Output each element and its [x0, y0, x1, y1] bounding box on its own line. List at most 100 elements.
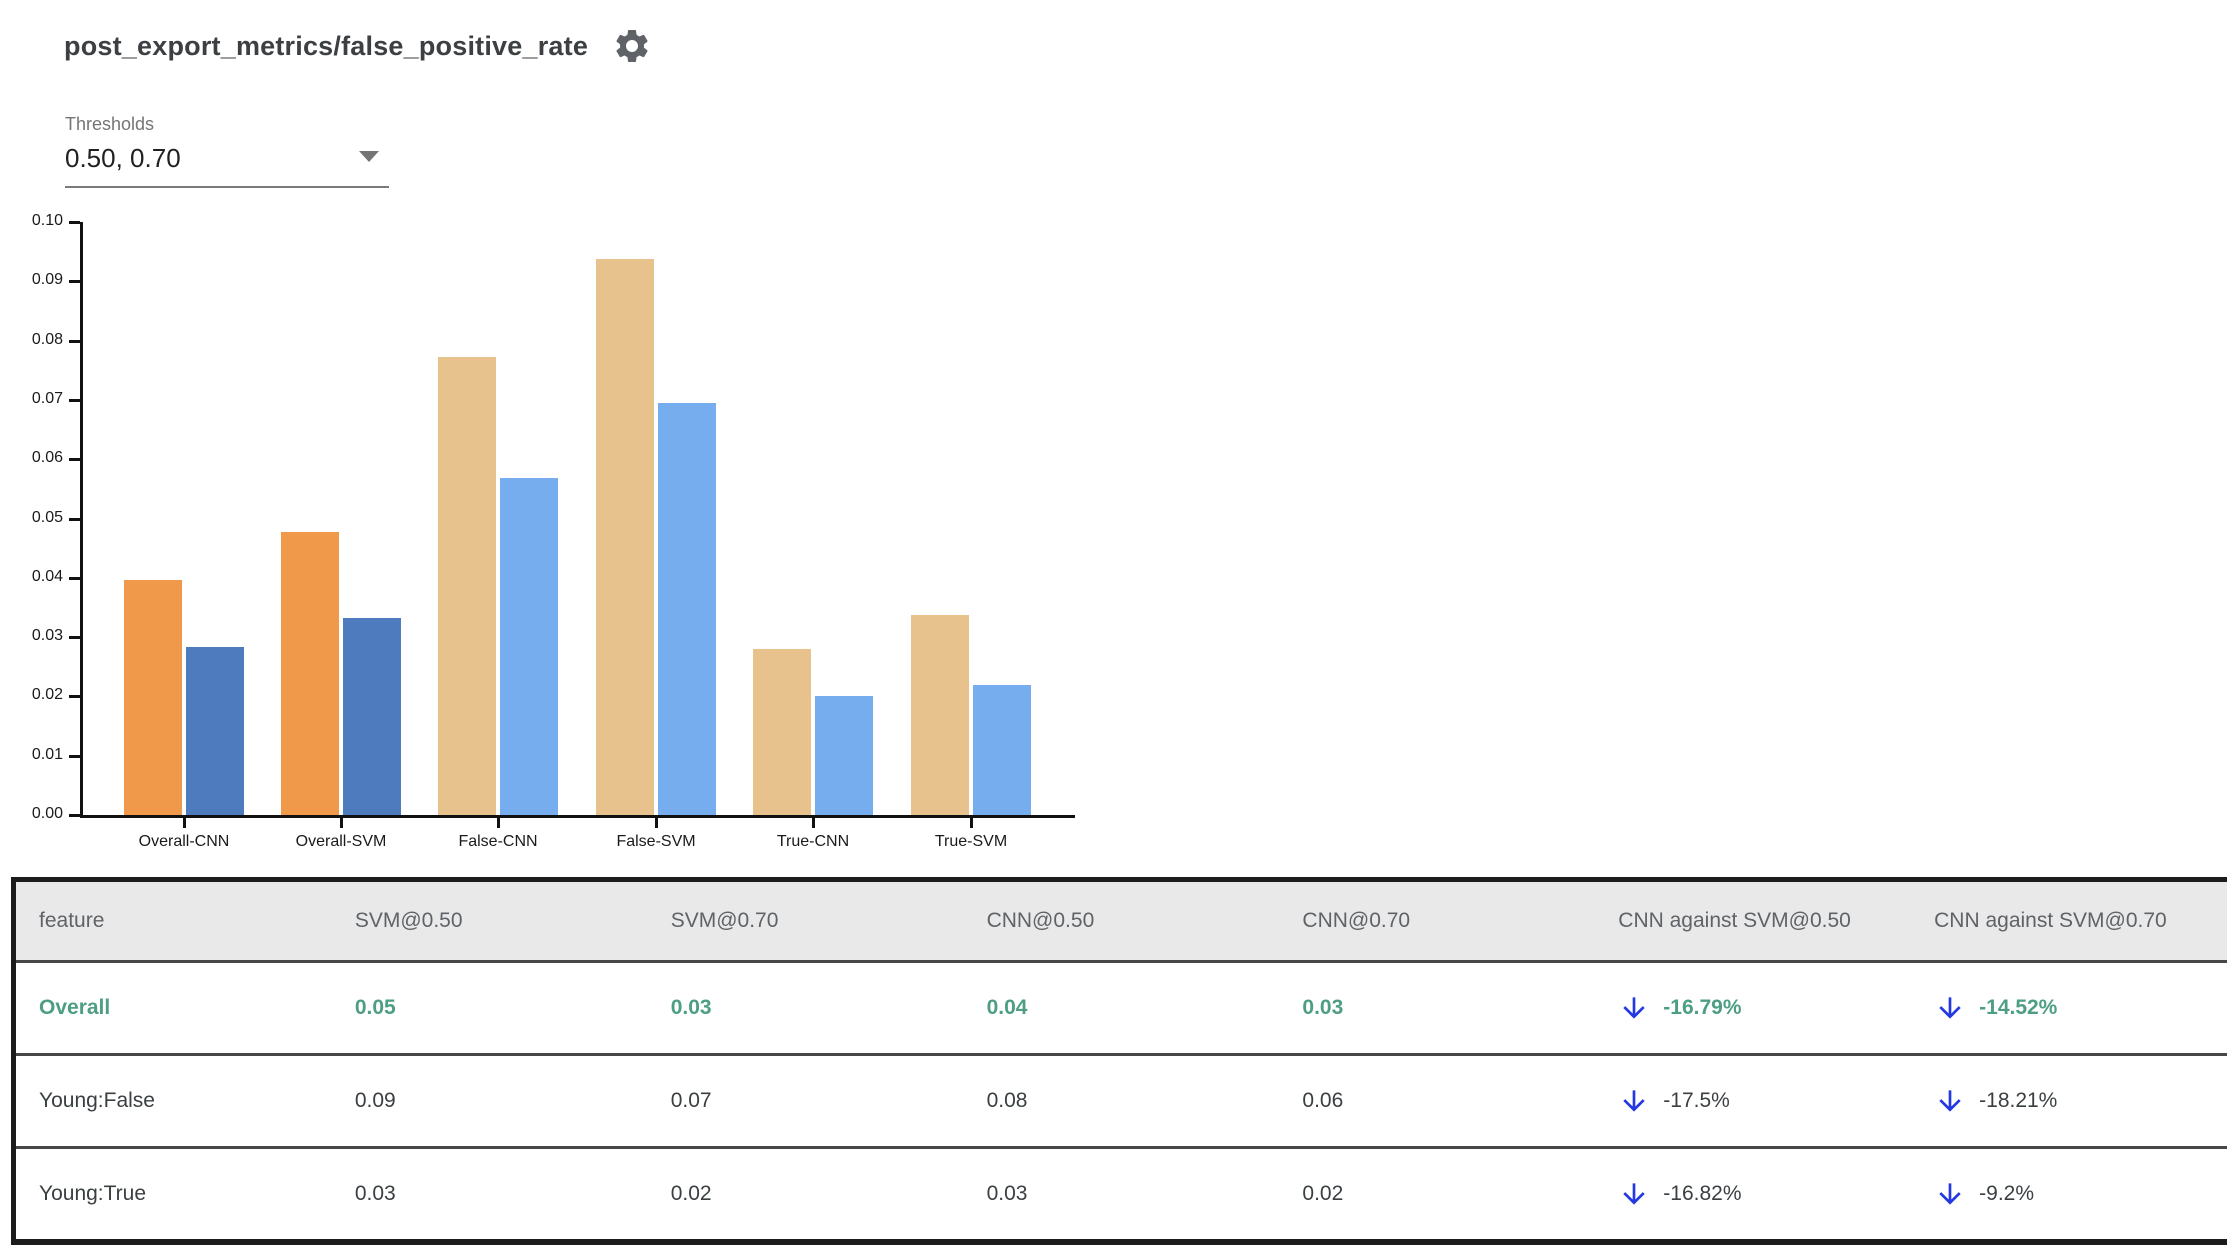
column-header-svm-0-50: SVM@0.50 [354, 909, 463, 932]
table-header-row: feature SVM@0.50 SVM@0.70 CNN@0.50 CNN@0.70 C… [16, 882, 2227, 963]
bar-True-CNN-threshold0.70[interactable] [815, 696, 873, 815]
column-header-cnn-0-70: CNN@0.70 [1302, 909, 1411, 932]
metric-value: 0.02 [670, 1182, 712, 1205]
comparison-cell: -14.52% [1911, 992, 2227, 1024]
metric-value: 0.05 [354, 996, 396, 1019]
comparison-value: -16.82% [1663, 1182, 1742, 1205]
feature-name: Overall [39, 996, 111, 1019]
bar-Overall-SVM-threshold0.50[interactable] [281, 532, 339, 815]
comparison-cell: -9.2% [1911, 1178, 2227, 1210]
bar-True-SVM-threshold0.50[interactable] [911, 615, 969, 815]
y-axis-tick-label: 0.04 [31, 567, 63, 585]
column-header-cnn-against-svm-0-50: CNN against SVM@0.50 [1618, 909, 1851, 932]
chevron-down-icon [359, 151, 379, 162]
y-axis-tick-label: 0.07 [31, 389, 63, 407]
x-axis-tick [340, 818, 343, 828]
bar-Overall-CNN-threshold0.70[interactable] [186, 647, 244, 815]
thresholds-dropdown: Thresholds 0.50, 0.70 [65, 114, 389, 188]
thresholds-value: 0.50, 0.70 [65, 143, 181, 173]
arrow-down-icon [1934, 992, 1966, 1024]
thresholds-label: Thresholds [65, 114, 155, 134]
metric-value: 0.04 [986, 996, 1028, 1019]
y-axis-tick [69, 576, 80, 580]
metric-value: 0.02 [1302, 1182, 1344, 1205]
column-header-cnn-0-50: CNN@0.50 [986, 909, 1095, 932]
metric-value: 0.03 [354, 1182, 396, 1205]
metric-value: 0.03 [1302, 996, 1344, 1019]
y-axis-tick [69, 339, 80, 343]
comparison-value: -9.2% [1979, 1182, 2034, 1205]
metrics-table: feature SVM@0.50 SVM@0.70 CNN@0.50 CNN@0.70 C… [11, 877, 2227, 1245]
comparison-value: -18.21% [1979, 1089, 2058, 1112]
y-axis-tick-label: 0.05 [31, 508, 63, 526]
feature-name: Young:True [39, 1182, 147, 1205]
comparison-value: -14.52% [1979, 996, 2058, 1019]
y-axis-tick-label: 0.09 [31, 271, 63, 289]
page-title: post_export_metrics/false_positive_rate [64, 30, 589, 61]
x-axis-category-label: False-CNN [458, 833, 538, 850]
y-axis-tick [69, 280, 80, 284]
y-axis-tick [69, 517, 80, 521]
table-row-overall: Overall 0.05 0.03 0.04 0.03 -16.79% -14.52% [16, 963, 2227, 1053]
y-axis-tick [69, 221, 80, 224]
bar-False-CNN-threshold0.50[interactable] [438, 357, 496, 815]
x-axis-category-label: True-SVM [934, 833, 1008, 850]
comparison-cell: -16.82% [1595, 1178, 1911, 1210]
x-axis-tick [183, 818, 186, 828]
metric-value: 0.06 [1302, 1089, 1344, 1112]
y-axis-tick-label: 0.06 [31, 449, 63, 467]
thresholds-select[interactable]: 0.50, 0.70 [65, 135, 389, 188]
x-axis-tick [812, 818, 815, 828]
y-axis-line [80, 222, 83, 818]
y-axis-tick [69, 814, 80, 817]
y-axis-tick [69, 398, 80, 402]
comparison-cell: -18.21% [1911, 1085, 2227, 1117]
arrow-down-icon [1618, 992, 1650, 1024]
y-axis-tick-label: 0.10 [31, 212, 63, 229]
bar-Overall-CNN-threshold0.50[interactable] [124, 580, 182, 815]
bar-True-SVM-threshold0.70[interactable] [973, 685, 1031, 815]
titlebar: post_export_metrics/false_positive_rate [64, 26, 652, 66]
table-row-young-true: Young:True 0.03 0.02 0.03 0.02 -16.82% -9.2% [16, 1146, 2227, 1239]
x-axis-tick [970, 818, 973, 828]
arrow-down-icon [1618, 1178, 1650, 1210]
bar-True-CNN-threshold0.50[interactable] [753, 649, 811, 815]
comparison-cell: -16.79% [1595, 992, 1911, 1024]
arrow-down-icon [1934, 1085, 1966, 1117]
x-axis-tick [655, 818, 658, 828]
bar-False-SVM-threshold0.50[interactable] [596, 259, 654, 815]
y-axis-tick-label: 0.08 [31, 330, 63, 348]
arrow-down-icon [1934, 1178, 1966, 1210]
bar-False-CNN-threshold0.70[interactable] [500, 478, 558, 815]
feature-name: Young:False [39, 1089, 155, 1112]
metric-value: 0.09 [354, 1089, 396, 1112]
x-axis-category-label: False-SVM [616, 833, 696, 850]
comparison-value: -16.79% [1663, 996, 1742, 1019]
x-axis-category-label: True-CNN [776, 833, 850, 850]
table-row-young-false: Young:False 0.09 0.07 0.08 0.06 -17.5% -18.21% [16, 1053, 2227, 1146]
column-header-cnn-against-svm-0-70: CNN against SVM@0.70 [1934, 909, 2167, 932]
x-axis-line [80, 815, 1075, 818]
false-positive-rate-bar-chart: 0.00 0.01 0.02 0.03 0.04 0.05 0.06 0.07 0.08 0.09… [0, 0, 1150, 875]
y-axis-tick-label: 0.01 [31, 745, 63, 763]
metric-value: 0.03 [986, 1182, 1028, 1205]
y-axis-tick-label: 0.02 [31, 686, 63, 704]
x-axis-category-label: Overall-SVM [295, 833, 387, 850]
y-axis-tick [69, 695, 80, 699]
comparison-value: -17.5% [1663, 1089, 1730, 1112]
y-axis-tick [69, 636, 80, 640]
arrow-down-icon [1618, 1085, 1650, 1117]
settings-gear-icon[interactable] [612, 26, 652, 66]
y-axis-tick [69, 458, 80, 462]
metric-value: 0.08 [986, 1089, 1028, 1112]
y-axis-tick-label: 0.00 [31, 805, 63, 822]
y-axis-tick [69, 754, 80, 758]
metric-value: 0.03 [670, 996, 712, 1019]
bar-Overall-SVM-threshold0.70[interactable] [343, 618, 401, 815]
column-header-feature: feature [39, 909, 105, 932]
bar-False-SVM-threshold0.70[interactable] [658, 403, 716, 815]
x-axis-category-label: Overall-CNN [138, 833, 230, 850]
y-axis-tick-label: 0.03 [31, 627, 63, 645]
x-axis-tick [497, 818, 500, 828]
metric-value: 0.07 [670, 1089, 712, 1112]
